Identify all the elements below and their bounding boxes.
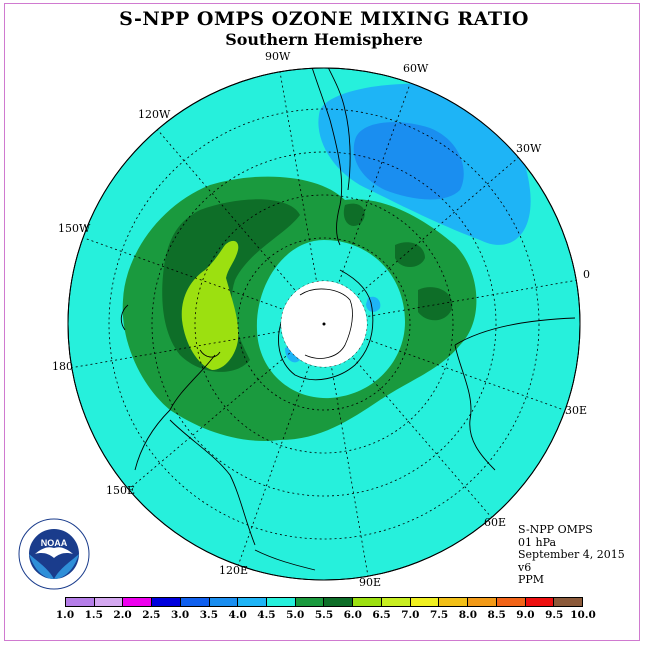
colorbar-tick-label: 9.0 <box>516 609 535 621</box>
colorbar-tick-label: 3.5 <box>199 609 219 621</box>
info-level: 01 hPa <box>518 535 557 549</box>
colorbar-swatch <box>439 598 469 606</box>
colorbar <box>65 597 583 607</box>
product-info: S-NPP OMPS 01 hPa September 4, 2015 v6 P… <box>518 523 625 587</box>
lon-label-150e: 150E <box>106 484 135 497</box>
colorbar-tick-label: 9.5 <box>545 609 564 621</box>
pole-coast <box>299 288 353 359</box>
pole-marker <box>322 322 326 326</box>
colorbar-tick-label: 1.5 <box>84 609 103 621</box>
colorbar-swatch <box>94 598 124 606</box>
ozone-contour-5.5-east <box>343 203 453 321</box>
blue-patch-small <box>366 296 381 312</box>
colorbar-swatch <box>66 598 95 606</box>
colorbar-tick-label: 8.5 <box>487 609 506 621</box>
colorbar-swatch <box>324 598 354 606</box>
info-instrument: S-NPP OMPS <box>518 523 593 536</box>
map-subtitle: Southern Hemisphere <box>225 30 423 49</box>
plot-frame <box>4 3 640 641</box>
colorbar-tick-label: 10.0 <box>570 609 596 621</box>
noaa-logo: NOAA <box>18 518 90 595</box>
coastlines <box>120 68 576 571</box>
colorbar-tick-label: 1.0 <box>55 609 75 621</box>
ozone-contour-4.0 <box>353 122 464 200</box>
colorbar-swatch <box>496 598 526 606</box>
colorbar-swatch <box>295 598 325 606</box>
colorbar-swatch <box>180 598 210 606</box>
colorbar-tick-label: 2.0 <box>113 609 132 621</box>
map-border <box>67 67 581 581</box>
colorbar-tick-label: 5.5 <box>314 609 334 621</box>
colorbar-tick-label: 4.0 <box>228 609 247 621</box>
svg-text:NOAA: NOAA <box>41 538 68 548</box>
colorbar-tick-label: 4.5 <box>257 609 276 621</box>
colorbar-swatch <box>267 598 296 606</box>
lon-label-30e: 30E <box>565 404 587 417</box>
info-date: September 4, 2015 <box>518 548 625 561</box>
colorbar-swatch <box>123 598 153 606</box>
info-units: PPM <box>518 573 545 586</box>
colorbar-tick-label: 6.0 <box>343 609 362 621</box>
colorbar-tick-label: 8.0 <box>458 609 478 621</box>
lon-label-180: 180 <box>52 360 73 373</box>
colorbar-swatch <box>238 598 268 606</box>
colorbar-tick-label: 6.5 <box>372 609 391 621</box>
colorbar-tick-label: 7.5 <box>429 609 449 621</box>
colorbar-tick-label: 7.0 <box>401 609 420 621</box>
lon-label-90w: 90W <box>265 50 291 63</box>
lon-label-90e: 90E <box>359 576 381 589</box>
lon-label-120e: 120E <box>219 564 248 577</box>
colorbar-ticks: 1.0 1.5 2.0 2.5 3.0 3.5 4.0 4.5 5.0 5.5 6.0 6.5 7.0 7… <box>0 609 648 623</box>
colorbar-swatch <box>554 598 582 606</box>
colorbar-tick-label: 3.0 <box>170 609 190 621</box>
lon-label-60w: 60W <box>403 62 429 75</box>
colorbar-swatch <box>353 598 382 606</box>
colorbar-swatch <box>381 598 411 606</box>
colorbar-swatch <box>410 598 440 606</box>
colorbar-tick-label: 2.5 <box>142 609 161 621</box>
lon-label-120w: 120W <box>138 108 171 121</box>
lon-label-0: 0 <box>583 268 590 281</box>
colorbar-swatch <box>209 598 239 606</box>
lon-label-30w: 30W <box>516 142 542 155</box>
lon-label-60e: 60E <box>484 516 506 529</box>
info-version: v6 <box>518 560 532 574</box>
lon-label-150w: 150W <box>58 222 91 235</box>
map-title: S-NPP OMPS OZONE MIXING RATIO <box>119 8 529 30</box>
colorbar-swatch <box>152 598 181 606</box>
colorbar-tick-label: 5.0 <box>286 609 305 621</box>
colorbar-swatch <box>468 598 497 606</box>
colorbar-swatch <box>525 598 555 606</box>
